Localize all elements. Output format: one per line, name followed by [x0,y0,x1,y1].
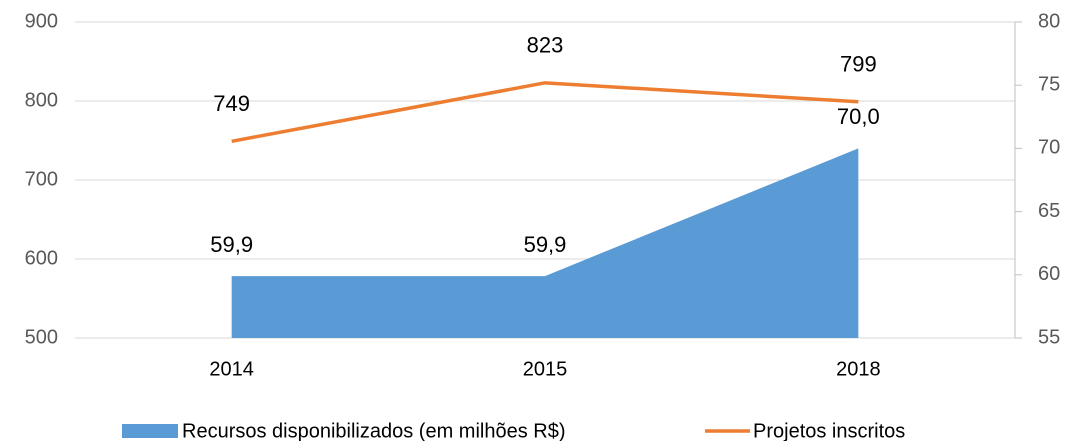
data-label: 59,9 [524,232,567,257]
legend-label: Recursos disponibilizados (em milhões R$… [182,420,566,441]
x-tick-label: 2018 [836,358,881,380]
data-label: 749 [213,91,250,116]
y-tick-label: 800 [25,89,58,111]
y-tick-label: 900 [25,10,58,32]
data-label: 823 [527,33,564,58]
y2-tick-label: 75 [1038,73,1060,95]
legend-label: Projetos inscritos [753,420,905,441]
line [231,81,859,144]
x-tick-label: 2015 [523,358,568,380]
y-tick-label: 500 [25,326,58,348]
y-tick-label: 700 [25,168,58,190]
y2-tick-label: 80 [1038,10,1060,32]
data-label: 799 [840,52,877,77]
y2-tick-label: 55 [1038,326,1060,348]
area [231,148,859,338]
x-tick-label: 2014 [209,358,254,380]
y2-tick-label: 60 [1038,263,1060,285]
y2-tick-label: 70 [1038,137,1060,159]
y-tick-label: 600 [25,247,58,269]
data-label: 59,9 [210,232,253,257]
legend-swatch [122,424,178,438]
y2-tick-label: 65 [1038,200,1060,222]
data-label: 70,0 [837,104,880,129]
